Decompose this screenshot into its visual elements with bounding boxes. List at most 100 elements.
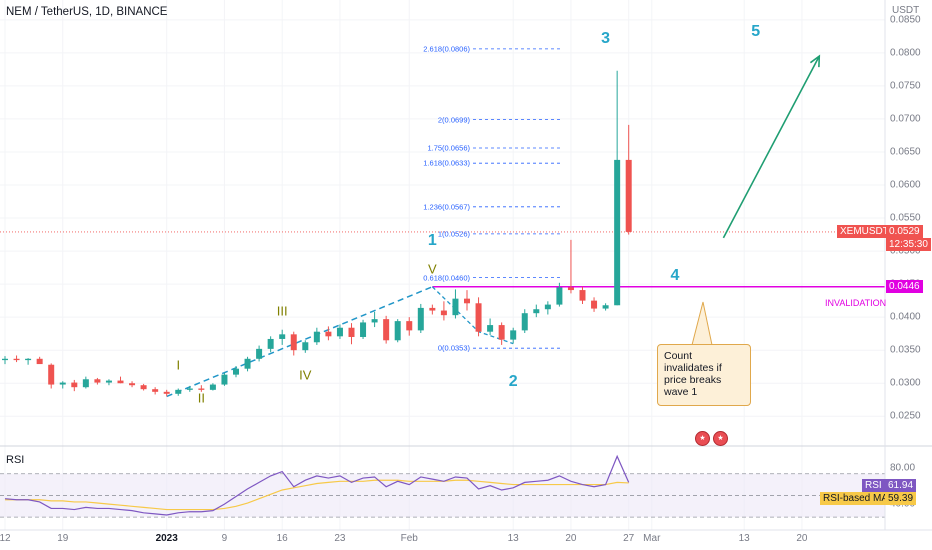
rsi-ma-badge-value: 59.39	[885, 492, 917, 505]
note-pointer	[691, 301, 713, 346]
candle-body	[140, 385, 147, 390]
rsi-title: RSI	[6, 454, 25, 466]
time-axis-tick: 20	[565, 533, 577, 544]
candle-body	[313, 331, 320, 343]
candle-body	[117, 380, 124, 384]
price-axis-tick: 0.0800	[890, 47, 921, 59]
wave-label-minor: IV	[299, 367, 312, 383]
us-flag-event-icon[interactable]: ★	[695, 431, 710, 446]
candle-body	[579, 290, 586, 301]
candle-body	[336, 327, 343, 337]
candle-body	[221, 374, 228, 385]
candle-body	[429, 307, 436, 311]
time-axis-tick: Feb	[400, 533, 418, 544]
candle-body	[129, 383, 136, 386]
candle-body	[383, 319, 390, 341]
wave-label-minor: II	[197, 390, 205, 406]
time-axis-tick: 12	[0, 533, 11, 544]
wave-label-major: 2	[508, 372, 518, 390]
candle-body	[348, 327, 355, 337]
arrow-head	[809, 54, 821, 68]
price-axis-unit: USDT	[892, 5, 920, 16]
price-axis-tick: 0.0850	[890, 14, 921, 26]
fib-level-label: 1.236(0.0567)	[423, 202, 470, 212]
candle-body	[417, 307, 424, 331]
time-axis-tick: 19	[57, 533, 69, 544]
candle-body	[48, 364, 55, 385]
time-axis-tick: 27	[623, 533, 635, 544]
count-note: Count invalidates if price breaks wave 1	[657, 344, 751, 406]
candle-body	[394, 321, 401, 341]
price-axis-tick: 0.0300	[890, 377, 921, 389]
candle-body	[325, 331, 332, 337]
fib-level-label: 0.618(0.0460)	[423, 273, 470, 282]
candle-body	[94, 379, 101, 383]
note-pointer-shape	[691, 301, 713, 346]
candle-body	[152, 389, 159, 392]
fib-level-label: 2(0.0699)	[437, 115, 470, 125]
fib-level-label: 1(0.0526)	[437, 229, 470, 239]
candle-body	[487, 325, 494, 332]
wave-label-major: 1	[427, 232, 437, 250]
candle-body	[186, 388, 193, 390]
price-axis-tick: 0.0650	[890, 146, 921, 158]
candle-body	[59, 382, 66, 385]
candles	[2, 70, 632, 397]
candle-body	[71, 382, 78, 388]
candle-body	[267, 338, 274, 349]
time-axis-tick: 13	[738, 533, 750, 544]
candle-body	[233, 368, 239, 375]
rsi-badge-value: 61.94	[885, 479, 917, 492]
candle-body	[406, 321, 413, 331]
wave-label-minor: V	[428, 261, 437, 277]
time-axis-tick: 16	[276, 533, 288, 544]
candle-body	[163, 391, 170, 394]
wave-label-minor: I	[176, 357, 181, 373]
candle-body	[440, 310, 447, 316]
symbol-price-tag-name: XEMUSDT	[837, 225, 892, 239]
candle-body	[371, 319, 378, 323]
wave-label-major: 3	[601, 29, 611, 47]
candle-body	[544, 304, 551, 310]
candle-body	[510, 330, 517, 340]
time-axis-tick: 2023	[155, 533, 178, 544]
countdown-tag: 12:35:30	[886, 237, 931, 251]
fib-level-label: 0(0.0353)	[437, 343, 470, 353]
rsi-upper-label: 80.00	[890, 462, 916, 474]
wave-label-major: 4	[670, 266, 680, 284]
time-axis-tick: 9	[221, 533, 228, 544]
candle-body	[256, 348, 263, 359]
time-axis-tick: 20	[796, 533, 808, 544]
invalidation-label: INVALIDATION	[825, 298, 887, 308]
candle-body	[105, 380, 112, 383]
price-axis-tick: 0.0600	[890, 179, 921, 191]
candle-body	[360, 322, 367, 337]
candle-body	[290, 334, 297, 351]
fib-lines	[473, 48, 560, 349]
arrow-shaft	[722, 55, 820, 239]
candle-body	[498, 325, 505, 340]
candle-body	[464, 298, 470, 304]
candle-body	[556, 287, 563, 305]
candle-body	[279, 334, 286, 339]
price-axis-tick: 0.0700	[890, 113, 921, 125]
candle-body	[82, 379, 89, 388]
fib-level-label: 1.75(0.0656)	[427, 143, 470, 153]
fib-level-label: 2.618(0.0806)	[423, 44, 470, 54]
candle-body	[567, 287, 574, 291]
price-axis-tick: 0.0750	[890, 80, 921, 92]
candle-body	[452, 298, 459, 316]
last-price-tag: 0.0529	[886, 225, 923, 239]
rsi-line	[4, 454, 630, 516]
rsi-ma-line	[5, 479, 629, 511]
wave-label-minor: III	[276, 303, 288, 319]
candle-body	[533, 309, 540, 314]
candle-body	[625, 159, 632, 232]
candle-body	[209, 384, 216, 390]
wave-path-line	[166, 286, 433, 398]
time-axis-tick: 23	[334, 533, 346, 544]
candle-body	[302, 342, 309, 351]
fib-level-label: 1.618(0.0633)	[423, 158, 470, 168]
us-flag-event-icon[interactable]: ★	[713, 431, 728, 446]
